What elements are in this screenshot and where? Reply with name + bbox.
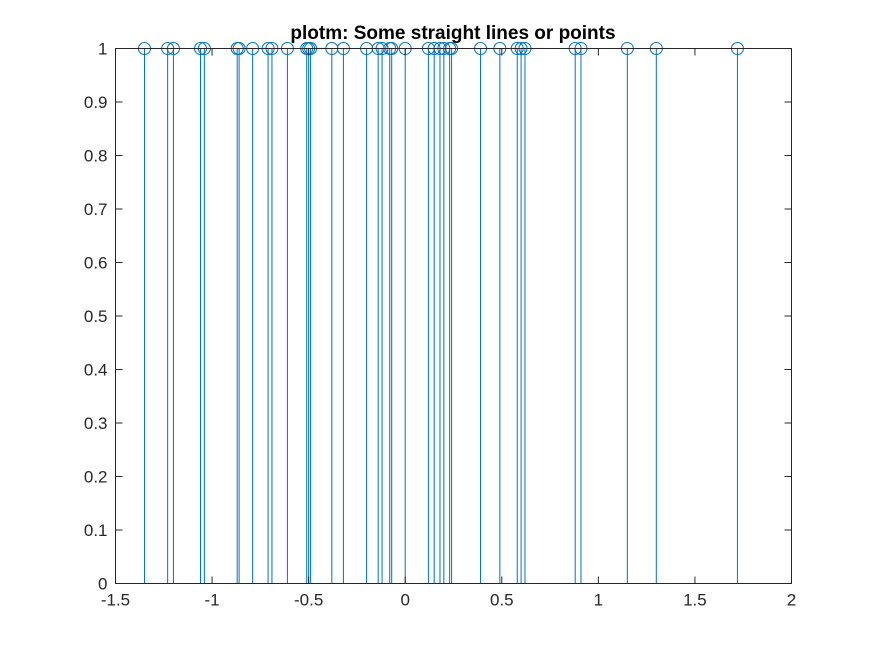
x-tick-label: -1.5 xyxy=(101,591,130,610)
x-tick-label: 0 xyxy=(400,591,409,610)
y-tick-label: 0.1 xyxy=(84,521,108,540)
chart-title: plotm: Some straight lines or points xyxy=(290,23,615,44)
y-tick-label: 0.8 xyxy=(84,147,108,166)
y-tick-label: 0.3 xyxy=(84,414,108,433)
x-tick-label: -0.5 xyxy=(294,591,323,610)
x-tick-label: 0.5 xyxy=(490,591,514,610)
x-tick-label: 1 xyxy=(594,591,603,610)
y-tick-label: 0 xyxy=(98,575,107,594)
y-tick-label: 0.7 xyxy=(84,200,108,219)
y-tick-label: 0.5 xyxy=(84,307,108,326)
y-tick-label: 0.6 xyxy=(84,254,108,273)
x-axis-ticks: -1.5 -1 -0.5 0 0.5 1 1.5 2 xyxy=(101,48,796,610)
y-tick-label: 0.4 xyxy=(84,361,108,380)
y-tick-label: 0.2 xyxy=(84,468,108,487)
x-tick-label: -1 xyxy=(205,591,220,610)
x-tick-label: 2 xyxy=(787,591,796,610)
x-tick-label: 1.5 xyxy=(683,591,707,610)
plot-area-background xyxy=(115,48,792,583)
y-tick-label: 1 xyxy=(98,40,107,59)
y-tick-label: 0.9 xyxy=(84,93,108,112)
stem-series xyxy=(137,42,744,584)
y-axis-ticks: 0 0.1 0.2 0.3 0.4 0.5 0.6 0.7 0.8 0.9 1 xyxy=(84,40,792,594)
